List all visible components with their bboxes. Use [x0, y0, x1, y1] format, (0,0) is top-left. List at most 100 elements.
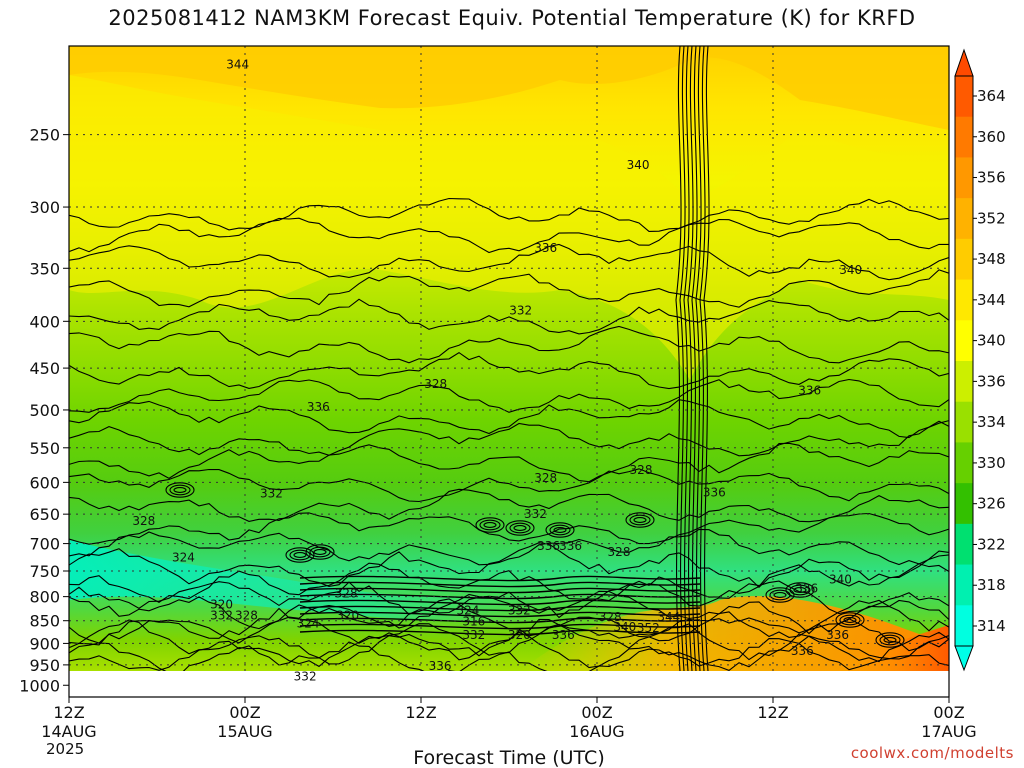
closed-contour	[629, 514, 651, 526]
low-warm-region	[520, 596, 949, 671]
colorbar-segment	[955, 564, 973, 606]
contour-line	[69, 562, 949, 603]
y-tick-label: 900	[29, 634, 60, 653]
x-tick-label: 12Z	[757, 703, 788, 722]
closed-contour	[875, 632, 905, 648]
y-tick-label: 750	[29, 562, 60, 581]
closed-contour	[309, 546, 331, 558]
colorbar-segment	[955, 198, 973, 240]
closed-contour	[633, 517, 647, 523]
contour-line	[69, 197, 949, 232]
yellow-region	[69, 75, 949, 380]
contour-label: 336	[703, 485, 726, 499]
year-label: 2025	[46, 740, 85, 758]
closed-contour	[509, 522, 531, 534]
contour-label: 336	[534, 241, 557, 255]
contour-label: 336	[826, 628, 849, 642]
upper-warm-region	[69, 46, 949, 130]
closed-contour	[475, 517, 505, 533]
closed-contour	[625, 512, 655, 528]
contour-line-front	[703, 46, 710, 671]
closed-contour	[773, 592, 787, 598]
chart-title: 2025081412 NAM3KM Forecast Equiv. Potent…	[108, 6, 916, 30]
contour-line-front	[679, 46, 686, 671]
contour-line-front	[683, 46, 690, 671]
contour-line	[69, 638, 949, 671]
contour-line	[69, 243, 949, 281]
contour-label: 328	[335, 587, 358, 601]
contour-line-dense	[299, 575, 701, 582]
plot-area	[69, 46, 949, 697]
colorbar-frame	[954, 75, 974, 647]
closed-contour	[505, 520, 535, 536]
contour-line-front	[675, 46, 682, 671]
x-tick-label: 00Z	[581, 703, 612, 722]
y-tick-label: 950	[29, 656, 60, 675]
contour-label: 352	[637, 621, 660, 635]
contour-line	[69, 420, 949, 457]
contour-line-front	[699, 46, 706, 671]
contour-line	[69, 512, 949, 545]
contour-line-dense	[299, 611, 701, 618]
colorbar-tick-label: 344	[977, 291, 1006, 309]
y-axis: 250 300 350 400 450 500 550 600 650 700 750 800 850 9…	[19, 126, 69, 695]
contour-label: 336	[537, 539, 560, 553]
contour-line	[69, 298, 949, 335]
closed-contour	[289, 549, 311, 561]
contour-line-dense	[299, 629, 701, 636]
contour-line-dense	[299, 593, 701, 600]
contour-line	[69, 378, 949, 413]
contour-line	[69, 542, 949, 589]
y-tick-label: 700	[29, 535, 60, 554]
closed-contour	[843, 617, 857, 623]
contour-line-front	[691, 46, 698, 671]
contour-line	[69, 528, 949, 566]
contour-label: 332	[210, 608, 233, 622]
closed-contour	[513, 525, 527, 531]
colorbar-segment	[955, 361, 973, 403]
closed-contour	[173, 487, 187, 493]
contour-label: 336	[559, 539, 582, 553]
contour-label: 324	[172, 550, 195, 564]
closed-contour	[835, 612, 865, 628]
colorbar-tick-label: 348	[977, 250, 1006, 268]
x-tick-label: 12Z	[53, 703, 84, 722]
ground-below-surface	[69, 671, 949, 697]
y-tick-label: 500	[29, 401, 60, 420]
colorbar-segment	[955, 76, 973, 118]
contour-label: 332	[524, 507, 547, 521]
y-tick-label: 800	[29, 588, 60, 607]
colorbar-arrow-bottom	[954, 645, 974, 672]
contour-line	[69, 269, 949, 308]
contour-label: 336	[552, 628, 575, 642]
colorbar-segment	[955, 116, 973, 158]
contour-line	[69, 351, 949, 390]
contour-line-dense	[299, 581, 701, 588]
colorbar-tick-label: 360	[977, 128, 1006, 146]
contour-label: 332	[509, 303, 532, 317]
closed-contour	[549, 524, 571, 536]
y-tick-label: 1000	[19, 676, 60, 695]
contour-line-front	[695, 46, 702, 671]
contour-line-dense	[299, 599, 701, 606]
closed-contour	[483, 522, 497, 528]
colorbar-segment	[955, 157, 973, 199]
closed-contour	[789, 584, 811, 596]
contour-label: 344	[226, 57, 249, 71]
contour-label: 340	[839, 263, 862, 277]
colorbar-tick-label: 364	[977, 87, 1006, 105]
contour-line-front	[687, 46, 694, 671]
contour-label: 332	[260, 487, 283, 501]
credit-link[interactable]: coolwx.com/modelts	[850, 744, 1014, 762]
closed-contour	[785, 582, 815, 598]
x-tick-date-label: 15AUG	[217, 722, 272, 741]
contour-label: 340	[627, 158, 650, 172]
colorbar-tick-label: 318	[977, 576, 1006, 594]
colorbar-tick-label: 322	[977, 535, 1006, 553]
contour-label: 340	[613, 620, 636, 634]
x-tick-date-label: 17AUG	[921, 722, 976, 741]
colorbar-segment	[955, 320, 973, 362]
contour-label: 316	[462, 614, 485, 628]
y-tick-label: 450	[29, 359, 60, 378]
